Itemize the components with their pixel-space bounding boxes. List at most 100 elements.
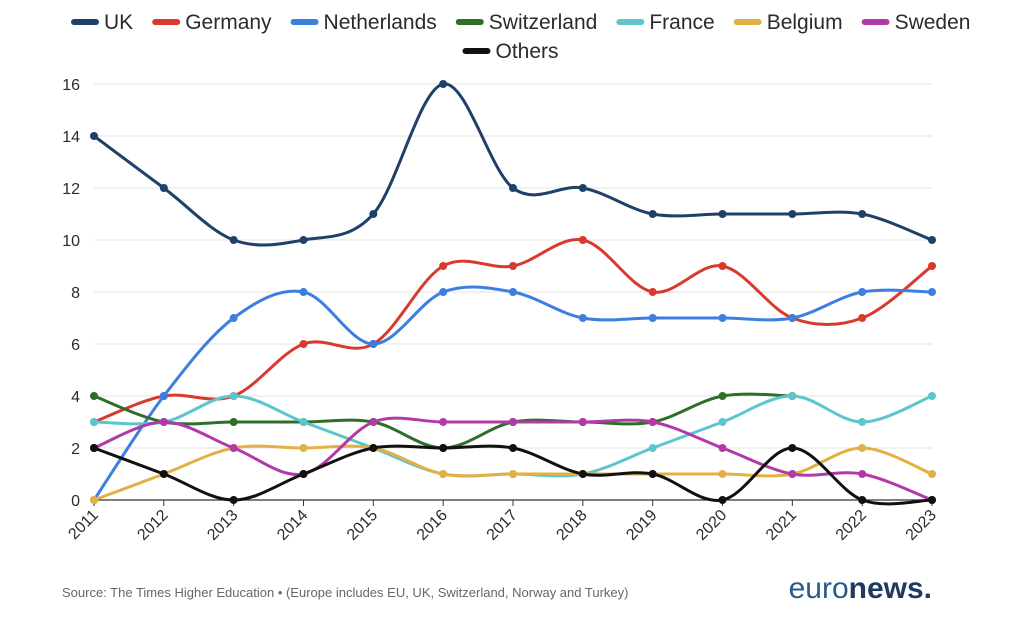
data-point-sweden[interactable]	[648, 418, 657, 426]
x-axis: 2011 2012 2013 2014 2015 2016 2017 2018 2019 2020…	[65, 499, 940, 544]
y-tick-label: 6	[71, 337, 80, 354]
data-point-sweden[interactable]	[159, 418, 168, 426]
y-tick-label: 4	[71, 389, 80, 406]
data-point-germany[interactable]	[858, 314, 867, 322]
data-point-others[interactable]	[788, 444, 797, 452]
legend-item-uk[interactable]: UK	[71, 11, 133, 34]
data-point-germany[interactable]	[928, 262, 936, 270]
data-point-belgium[interactable]	[439, 470, 448, 478]
data-point-uk[interactable]	[788, 210, 797, 218]
y-tick-label: 8	[71, 285, 80, 302]
legend-item-france[interactable]: France	[616, 11, 715, 34]
data-point-others[interactable]	[90, 444, 98, 452]
data-point-france[interactable]	[858, 418, 867, 426]
x-tick-label: 2018	[553, 507, 590, 544]
data-point-netherlands[interactable]	[299, 288, 308, 296]
data-point-france[interactable]	[788, 392, 797, 400]
data-point-netherlands[interactable]	[718, 314, 727, 322]
data-point-uk[interactable]	[858, 210, 867, 218]
data-point-uk[interactable]	[369, 210, 378, 218]
data-point-sweden[interactable]	[858, 470, 867, 478]
data-point-belgium[interactable]	[928, 470, 936, 478]
data-point-germany[interactable]	[718, 262, 727, 270]
data-point-others[interactable]	[299, 470, 308, 478]
data-point-others[interactable]	[648, 470, 657, 478]
data-point-uk[interactable]	[159, 184, 168, 192]
data-point-belgium[interactable]	[509, 470, 517, 478]
y-tick-label: 0	[71, 493, 80, 510]
data-point-uk[interactable]	[928, 236, 936, 244]
data-point-uk[interactable]	[439, 80, 448, 88]
data-point-uk[interactable]	[718, 210, 727, 218]
data-point-belgium[interactable]	[718, 470, 727, 478]
data-point-switzerland[interactable]	[718, 392, 727, 400]
data-point-netherlands[interactable]	[788, 314, 797, 322]
data-point-sweden[interactable]	[369, 418, 378, 426]
data-point-switzerland[interactable]	[229, 418, 238, 426]
legend-item-belgium[interactable]: Belgium	[733, 11, 843, 34]
x-tick-label: 2016	[414, 507, 451, 544]
data-point-france[interactable]	[229, 392, 238, 400]
data-point-netherlands[interactable]	[578, 314, 587, 322]
data-point-others[interactable]	[439, 444, 448, 452]
data-point-germany[interactable]	[299, 340, 308, 348]
x-tick-label: 2015	[344, 507, 381, 544]
data-point-sweden[interactable]	[788, 470, 797, 478]
data-point-germany[interactable]	[509, 262, 517, 270]
x-tick-label: 2022	[833, 507, 870, 544]
data-point-others[interactable]	[718, 496, 727, 504]
data-point-uk[interactable]	[229, 236, 238, 244]
legend-item-sweden[interactable]: Sweden	[861, 11, 971, 34]
series-line-sweden	[92, 416, 934, 502]
data-point-france[interactable]	[648, 444, 657, 452]
data-point-netherlands[interactable]	[439, 288, 448, 296]
data-point-others[interactable]	[578, 470, 587, 478]
data-point-others[interactable]	[928, 496, 936, 504]
data-point-netherlands[interactable]	[159, 392, 168, 400]
data-point-uk[interactable]	[299, 236, 308, 244]
data-point-sweden[interactable]	[718, 444, 727, 452]
data-point-uk[interactable]	[578, 184, 587, 192]
data-point-others[interactable]	[509, 444, 517, 452]
legend-item-switzerland[interactable]: Switzerland	[455, 11, 598, 34]
data-point-others[interactable]	[858, 496, 867, 504]
y-tick-label: 10	[62, 233, 80, 250]
data-point-belgium[interactable]	[90, 496, 98, 504]
data-point-uk[interactable]	[509, 184, 517, 192]
data-point-france[interactable]	[90, 418, 98, 426]
data-point-sweden[interactable]	[509, 418, 517, 426]
data-point-netherlands[interactable]	[928, 288, 936, 296]
data-point-sweden[interactable]	[439, 418, 448, 426]
data-point-sweden[interactable]	[578, 418, 587, 426]
data-point-netherlands[interactable]	[369, 340, 378, 348]
data-point-others[interactable]	[229, 496, 238, 504]
data-point-belgium[interactable]	[858, 444, 867, 452]
data-point-netherlands[interactable]	[229, 314, 238, 322]
data-point-germany[interactable]	[648, 288, 657, 296]
data-point-switzerland[interactable]	[90, 392, 98, 400]
x-tick-label: 2014	[274, 507, 311, 544]
y-axis: 0 2 4 6 8 10 12 14 16	[62, 77, 80, 510]
data-point-sweden[interactable]	[229, 444, 238, 452]
data-point-netherlands[interactable]	[509, 288, 517, 296]
data-point-netherlands[interactable]	[648, 314, 657, 322]
data-point-uk[interactable]	[648, 210, 657, 218]
brand-prefix: euro	[789, 572, 849, 605]
data-point-others[interactable]	[369, 444, 378, 452]
series-line-france	[92, 394, 934, 478]
legend-item-netherlands[interactable]: Netherlands	[290, 11, 437, 34]
data-point-others[interactable]	[159, 470, 168, 478]
data-point-belgium[interactable]	[299, 444, 308, 452]
data-point-france[interactable]	[928, 392, 936, 400]
legend-item-germany[interactable]: Germany	[152, 11, 272, 34]
data-point-germany[interactable]	[578, 236, 587, 244]
data-point-france[interactable]	[718, 418, 727, 426]
data-point-germany[interactable]	[439, 262, 448, 270]
data-point-france[interactable]	[299, 418, 308, 426]
brand-logo: euronews.	[789, 572, 932, 605]
data-point-uk[interactable]	[90, 132, 98, 140]
y-tick-label: 16	[62, 77, 80, 94]
legend-item-others[interactable]: Others	[462, 40, 559, 63]
legend-label: Belgium	[767, 11, 843, 34]
data-point-netherlands[interactable]	[858, 288, 867, 296]
